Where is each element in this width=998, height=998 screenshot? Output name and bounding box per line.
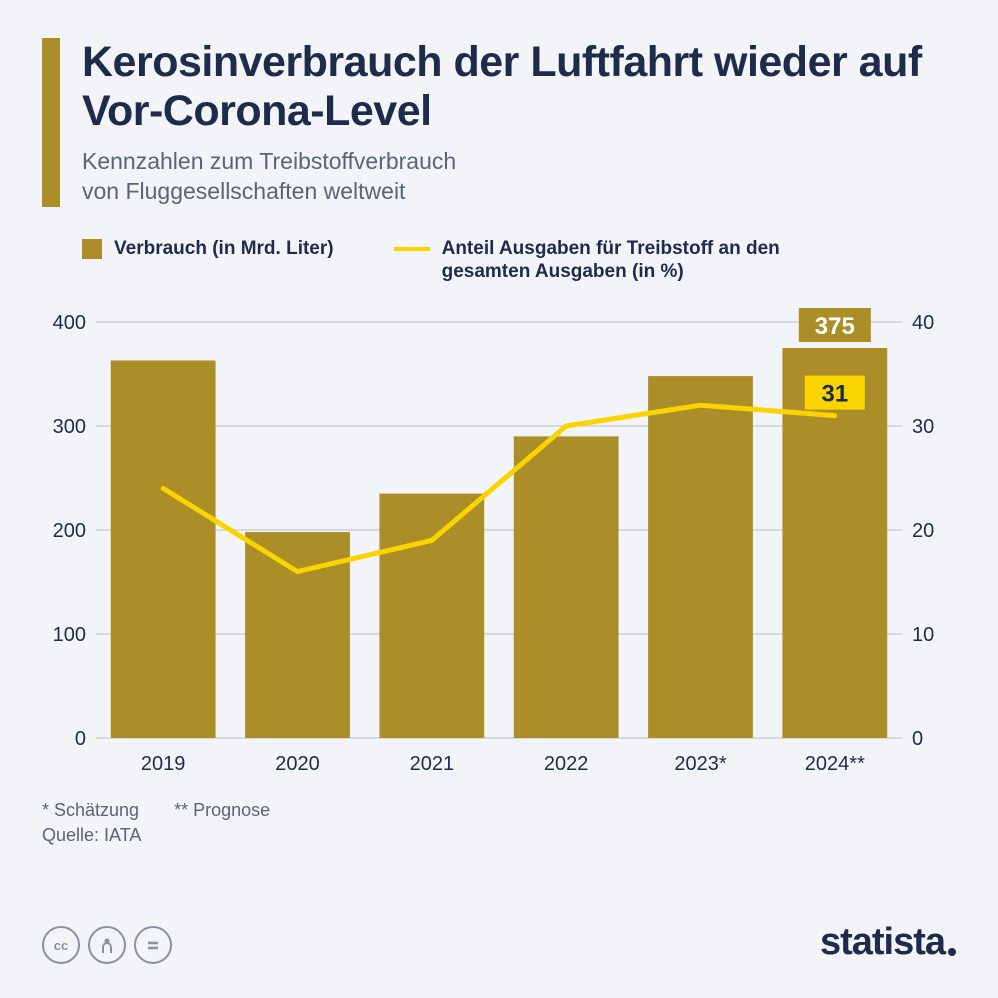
chart-subtitle: Kennzahlen zum Treibstoffverbrauchvon Fl… <box>82 147 956 207</box>
accent-bar <box>42 38 60 207</box>
svg-text:2021: 2021 <box>410 753 455 775</box>
legend-bar: Verbrauch (in Mrd. Liter) <box>82 237 334 261</box>
license-icons: cc <box>42 926 172 964</box>
source-line: Quelle: IATA <box>42 825 956 846</box>
svg-text:300: 300 <box>53 416 86 438</box>
svg-text:20: 20 <box>912 520 934 542</box>
svg-text:2022: 2022 <box>544 753 589 775</box>
svg-text:31: 31 <box>821 381 848 408</box>
line-swatch-icon <box>394 247 430 251</box>
cc-icon: cc <box>42 926 80 964</box>
header: Kerosinverbrauch der Luftfahrt wieder au… <box>42 38 956 207</box>
footnotes: * Schätzung ** Prognose Quelle: IATA <box>42 800 956 846</box>
svg-text:2019: 2019 <box>141 753 186 775</box>
svg-text:cc: cc <box>54 938 68 953</box>
svg-text:2023*: 2023* <box>674 753 726 775</box>
footnote-1: * Schätzung <box>42 800 139 820</box>
footer: cc statista <box>42 921 956 964</box>
by-icon <box>88 926 126 964</box>
svg-text:400: 400 <box>53 312 86 334</box>
legend-line: Anteil Ausgaben für Treibstoff an den ge… <box>394 237 822 285</box>
svg-text:30: 30 <box>912 416 934 438</box>
svg-text:10: 10 <box>912 624 934 646</box>
footnote-2: ** Prognose <box>174 800 270 820</box>
brand-text: statista <box>820 921 945 964</box>
svg-text:100: 100 <box>53 624 86 646</box>
title-block: Kerosinverbrauch der Luftfahrt wieder au… <box>82 38 956 207</box>
chart-title: Kerosinverbrauch der Luftfahrt wieder au… <box>82 38 956 137</box>
svg-text:2024**: 2024** <box>805 753 865 775</box>
legend-bar-label: Verbrauch (in Mrd. Liter) <box>114 237 334 261</box>
brand-logo: statista <box>820 921 956 964</box>
legend-line-label: Anteil Ausgaben für Treibstoff an den ge… <box>442 237 822 285</box>
chart-svg: 0 100 200 300 400 0 10 20 30 40 2019 2020 2021 2022 20… <box>42 302 956 782</box>
nd-icon <box>134 926 172 964</box>
svg-text:0: 0 <box>75 728 86 750</box>
svg-text:200: 200 <box>53 520 86 542</box>
legend: Verbrauch (in Mrd. Liter) Anteil Ausgabe… <box>82 237 956 285</box>
svg-text:2020: 2020 <box>275 753 320 775</box>
brand-dot-icon <box>948 948 956 956</box>
svg-text:375: 375 <box>815 313 855 340</box>
bar-swatch-icon <box>82 239 102 259</box>
svg-text:40: 40 <box>912 312 934 334</box>
svg-text:0: 0 <box>912 728 923 750</box>
chart-area: 0 100 200 300 400 0 10 20 30 40 2019 2020 2021 2022 20… <box>42 302 956 782</box>
